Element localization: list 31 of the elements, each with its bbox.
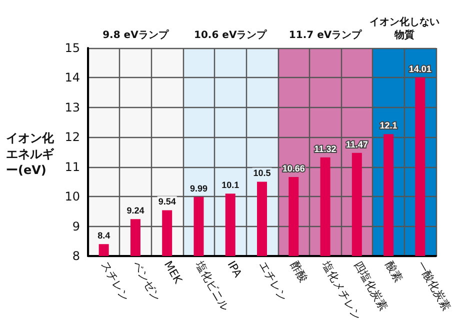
data-label: 9.54 — [158, 196, 176, 207]
y-tick-label: 14 — [64, 70, 80, 85]
y-axis-title: イオン化エネルギー(eV) — [6, 131, 55, 177]
x-tick-label: スチレン — [98, 258, 132, 304]
data-label: 8.4 — [98, 230, 110, 241]
y-tick-label: 11 — [64, 160, 80, 174]
data-label: 12.1 — [380, 120, 398, 131]
data-label: 14.01 — [408, 64, 432, 74]
data-label: 11.47 — [346, 139, 368, 150]
band-label: 11.7 eVランプ — [288, 29, 363, 41]
data-label: 10.66 — [282, 163, 305, 174]
x-tick-label: 一酸化炭素 — [414, 258, 454, 313]
data-label: 9.24 — [126, 206, 144, 216]
data-label: 10.5 — [253, 168, 271, 178]
data-label: 10.1 — [222, 180, 240, 190]
data-label: 11.32 — [314, 144, 336, 154]
y-tick-label: 15 — [64, 41, 80, 55]
y-tick-label: 13 — [64, 100, 80, 114]
y-tick-label: 10 — [64, 190, 80, 204]
y-tick-label: 12 — [64, 130, 80, 144]
band-label: 9.8 eVランプ — [102, 29, 170, 41]
y-tick-label: 8 — [72, 249, 80, 263]
x-tick-label: エチレン — [256, 258, 290, 304]
data-label: 9.99 — [190, 183, 208, 194]
x-tick-label: IPA — [224, 258, 245, 280]
x-tick-label: 酢酸 — [288, 258, 310, 284]
x-tick-label: ベンゼン — [130, 258, 164, 304]
y-tick-label: 9 — [72, 219, 80, 234]
band-label: 10.6 eVランプ — [194, 29, 268, 41]
x-tick-label: 酸素 — [382, 258, 406, 284]
band-label: イオン化しない物質 — [369, 16, 440, 41]
